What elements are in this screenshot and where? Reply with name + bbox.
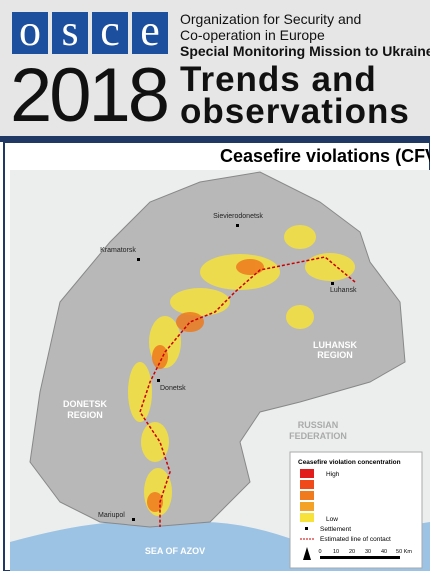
place-label: Luhansk — [330, 287, 357, 294]
sea-label: SEA OF AZOV — [145, 546, 205, 556]
scale-label: 40 — [381, 549, 387, 555]
place-label: Mariupol — [98, 512, 125, 519]
legend-label: Low — [326, 516, 338, 523]
legend-title: Ceasefire violation concentration — [298, 459, 401, 466]
logo-letter: e — [132, 9, 168, 54]
region-label: REGION — [67, 410, 103, 420]
header: o s c e Organization for Security and Co… — [0, 0, 430, 138]
legend: Ceasefire violation concentration High L… — [289, 451, 423, 569]
legend-label: High — [326, 471, 340, 478]
scale-label: 0 — [318, 549, 321, 555]
scale-label: 30 — [365, 549, 371, 555]
year: 2018 — [10, 53, 170, 138]
region-label: DONETSK — [63, 399, 108, 409]
scale-label: 20 — [349, 549, 355, 555]
scale-label: 50 Km — [396, 549, 412, 555]
region-label: REGION — [317, 350, 353, 360]
place-label: Donetsk — [160, 385, 186, 392]
map-title: Ceasefire violations (CFVs) — [220, 146, 430, 166]
scale-label: 10 — [333, 549, 339, 555]
mission: Special Monitoring Mission to Ukraine — [180, 43, 430, 59]
legend-label: Settlement — [320, 526, 351, 533]
region-label: FEDERATION — [289, 431, 347, 441]
org-name: Organization for Security and — [180, 11, 362, 27]
org-name: Co-operation in Europe — [180, 27, 325, 43]
separator — [0, 136, 430, 142]
title: observations — [180, 92, 410, 131]
logo-letter: o — [12, 9, 48, 54]
legend-label: Estimated line of contact — [320, 536, 391, 543]
region-label: RUSSIAN — [298, 420, 339, 430]
place-label: Sievierodonetsk — [213, 213, 263, 220]
title: Trends and — [180, 60, 377, 99]
logo-letter: s — [52, 9, 88, 54]
map: Sievierodonetsk Kramatorsk Luhansk Donet… — [3, 142, 430, 571]
region-label: LUHANSK — [313, 340, 357, 350]
logo-letter: c — [92, 9, 128, 54]
place-label: Kramatorsk — [100, 247, 136, 254]
